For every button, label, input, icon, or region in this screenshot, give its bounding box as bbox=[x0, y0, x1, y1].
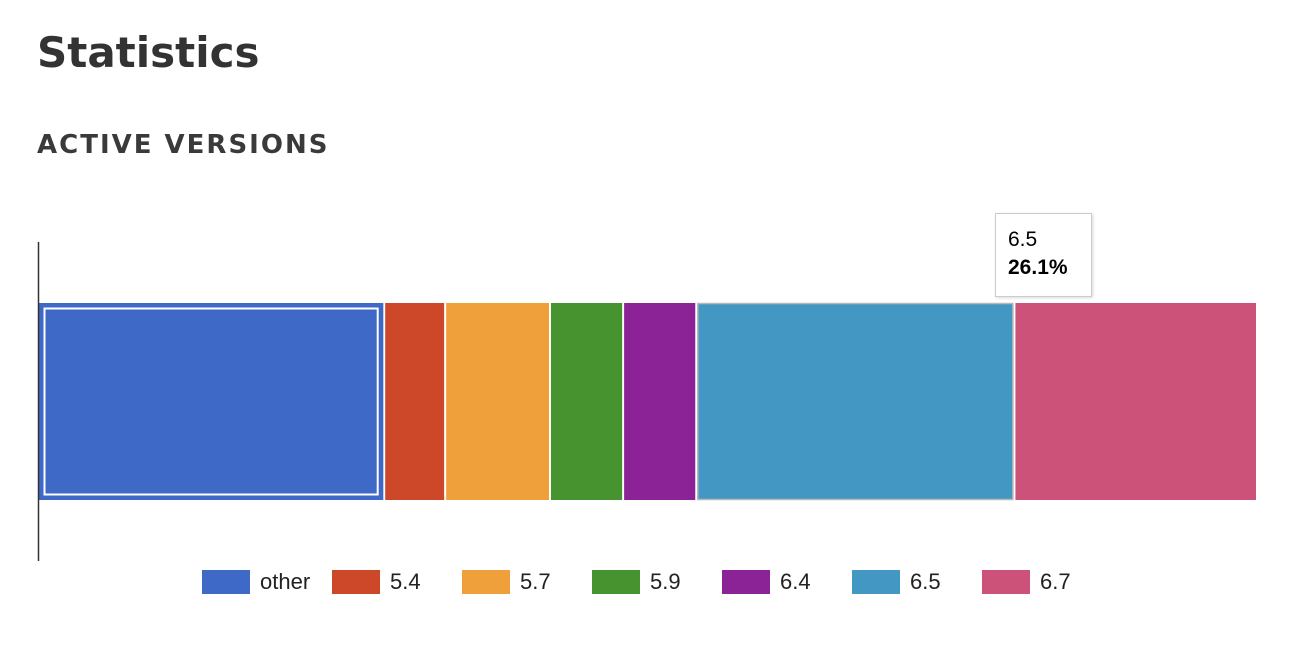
bar-segment-5-9[interactable] bbox=[550, 303, 623, 500]
selection-outline-outer bbox=[39, 303, 384, 500]
legend-label: 5.4 bbox=[390, 569, 421, 594]
legend-swatch bbox=[462, 570, 510, 594]
legend-label: 6.7 bbox=[1040, 569, 1071, 594]
legend-label: 5.9 bbox=[650, 569, 681, 594]
bar-segment-6-5[interactable] bbox=[697, 303, 1014, 500]
bar-segment-6-7[interactable] bbox=[1015, 303, 1256, 500]
bar-segment-5-4[interactable] bbox=[385, 303, 445, 500]
bar-segment-6-4[interactable] bbox=[624, 303, 696, 500]
chart-tooltip: 6.5 26.1% bbox=[995, 213, 1092, 297]
bar-segments bbox=[39, 302, 1256, 501]
bar-segment-5-7[interactable] bbox=[446, 303, 549, 500]
legend-swatch bbox=[332, 570, 380, 594]
tooltip-value: 26.1% bbox=[1008, 256, 1068, 279]
selection-outline-inner bbox=[43, 307, 379, 496]
page-title: Statistics bbox=[37, 28, 260, 77]
legend-swatch bbox=[852, 570, 900, 594]
tooltip-label: 6.5 bbox=[1008, 228, 1038, 251]
legend-swatch bbox=[722, 570, 770, 594]
hover-outline bbox=[697, 302, 1014, 501]
bar-segment-other[interactable] bbox=[39, 303, 384, 500]
legend-label: 6.5 bbox=[910, 569, 941, 594]
legend-swatch bbox=[592, 570, 640, 594]
legend-label: other bbox=[260, 569, 311, 594]
section-title: ACTIVE VERSIONS bbox=[37, 130, 330, 160]
legend-label: 5.7 bbox=[520, 569, 551, 594]
legend-swatch bbox=[202, 570, 250, 594]
legend-label: 6.4 bbox=[780, 569, 811, 594]
legend-swatch bbox=[982, 570, 1030, 594]
